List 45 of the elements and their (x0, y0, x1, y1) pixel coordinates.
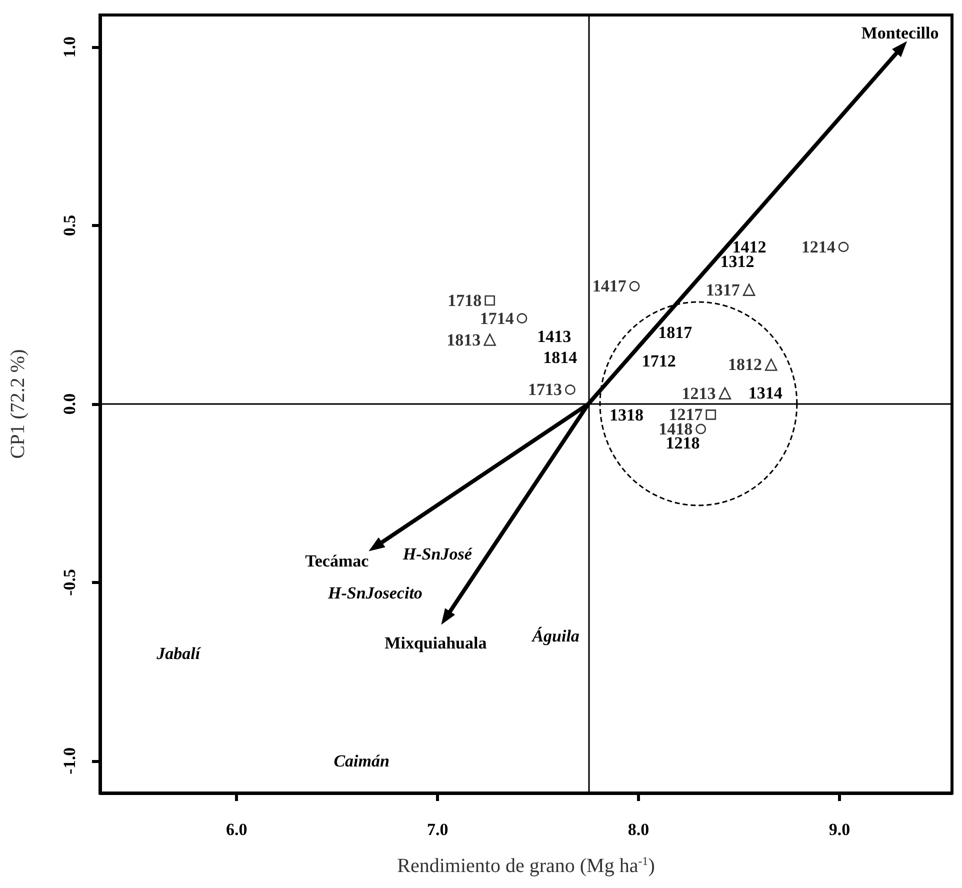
series-label: 1714 (480, 308, 514, 328)
series-label: 1317 (706, 280, 740, 300)
x-tick-label: 7.0 (426, 820, 448, 839)
y-tick-label: 0.0 (60, 393, 79, 415)
x-tick-label: 6.0 (226, 820, 248, 839)
y-axis-title: CP1 (72.2 %) (7, 349, 29, 459)
series-label: 1417 (592, 276, 627, 296)
point (706, 410, 716, 420)
annotation: 1314 (748, 384, 783, 403)
series-label: 1213 (682, 384, 716, 403)
x-tick-label: 8.0 (628, 820, 650, 839)
annotation: H-SnJosecito (326, 584, 422, 603)
point (484, 295, 495, 306)
annotation: Caimán (334, 752, 390, 771)
point (742, 284, 756, 296)
point (629, 281, 640, 292)
annotation: 1318 (610, 405, 644, 424)
y-tick-label: -1.0 (60, 747, 79, 774)
annotation: Jabalí (156, 644, 202, 664)
point (718, 387, 732, 400)
annotation: 1817 (658, 322, 693, 342)
series-label: 1718 (448, 291, 482, 310)
annotation: 1712 (642, 352, 676, 371)
point (838, 242, 849, 252)
point (516, 313, 528, 324)
annotation: 1814 (543, 348, 578, 367)
point (696, 424, 706, 434)
y-tick-label: 1.0 (60, 36, 79, 58)
point (368, 537, 386, 552)
annotation: Montecillo (861, 23, 939, 42)
annotation: Tecámac (305, 552, 370, 571)
annotation: 1413 (537, 326, 572, 346)
y-tick-label: -0.5 (60, 568, 79, 596)
series-label: 1713 (528, 380, 562, 400)
point (565, 384, 576, 395)
point (484, 334, 496, 346)
x-tick-label: 9.0 (828, 820, 850, 839)
annotation: Mixquiahuala (384, 633, 488, 652)
y-tick-label: 0.5 (60, 214, 79, 236)
annotation: H-SnJosé (402, 544, 474, 564)
annotation: Águila (531, 626, 580, 646)
point (765, 358, 778, 371)
series-label: 1813 (446, 330, 481, 350)
series-label: 1812 (728, 355, 762, 374)
series-label: 1214 (801, 237, 836, 256)
